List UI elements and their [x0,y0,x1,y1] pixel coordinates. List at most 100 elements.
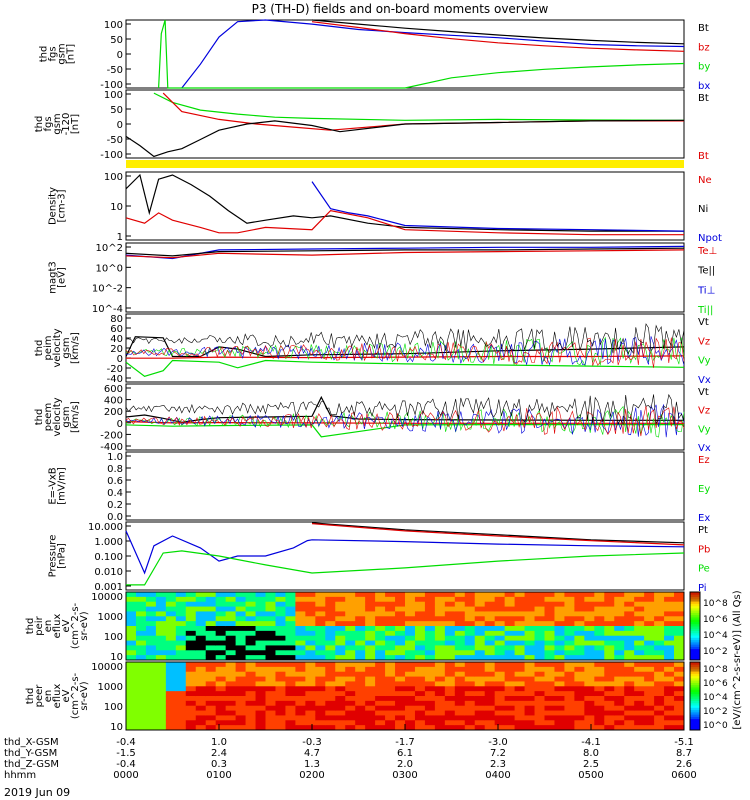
heatmap-cell [674,655,685,661]
heatmap-cell [434,630,446,637]
panel-ylabel-line: eflux [52,614,63,639]
ytick-label: 10000 [91,662,123,673]
heatmap-cell [345,592,356,598]
heatmap-cell [484,725,496,731]
heatmap-cell [385,720,396,726]
heatmap-cell [444,630,456,637]
heatmap-cell [564,710,575,716]
heatmap-cell [145,650,157,656]
heatmap-cell [434,676,446,682]
panel-ylabel-line: gsm [57,43,68,64]
heatmap-cell [444,710,456,716]
heatmap-cell [365,691,376,697]
heatmap-cell [395,700,406,707]
heatmap-cell [375,655,386,661]
heatmap-cell [265,725,276,731]
colorbar-step [690,691,700,695]
heatmap-cell [424,676,436,682]
heatmap-cell [245,671,257,678]
heatmap-cell [375,720,386,726]
colorbar-step [690,682,700,686]
heatmap-cell [375,616,386,622]
heatmap-cell [444,725,456,731]
heatmap-cell [225,725,237,731]
heatmap-cell [375,681,386,687]
colorbar-step [690,705,700,708]
heatmap-cell [325,640,336,646]
heatmap-cell [604,601,615,608]
heatmap-cell [514,626,526,632]
panel-ylabel-line: en [43,620,54,633]
heatmap-cell [524,666,536,673]
heatmap-cell [165,666,177,673]
heatmap-cell [325,676,336,682]
ytick-label: 600 [104,384,123,395]
legend-Ey: Ey [698,484,710,495]
heatmap-cell [345,676,356,682]
heatmap-cell [454,691,466,697]
heatmap-cell [126,662,137,668]
legend-Ti||: Ti|| [697,305,713,316]
colorbar-step [690,677,700,681]
heatmap-cell [454,662,466,668]
heatmap-cell [444,681,456,687]
heatmap-cell [355,650,366,656]
heatmap-cell [574,720,585,726]
series-line [125,247,685,257]
heatmap-cell [126,671,137,678]
heatmap-cell [474,681,486,687]
heatmap-cell [494,671,506,678]
heatmap-cell [534,725,545,731]
legend-Pe: Pe [698,564,710,575]
heatmap-cell [235,662,247,668]
heatmap-cell [464,606,476,612]
heatmap-cell [325,681,336,687]
heatmap-cell [295,626,306,632]
heatmap-cell [514,606,526,612]
heatmap-cell [564,630,575,637]
heatmap-cell [335,700,346,707]
heatmap-cell [474,696,486,702]
heatmap-cell [275,606,286,612]
heatmap-cell [295,671,306,678]
heatmap-cell [454,601,466,608]
heatmap-cell [564,616,575,622]
heatmap-cell [594,705,605,712]
heatmap-cell [514,601,526,608]
heatmap-cell [544,715,555,721]
heatmap-cell [484,596,496,603]
heatmap-cell [265,715,276,721]
heatmap-cell [634,676,645,682]
colorbar-step [690,641,700,645]
heatmap-cell [454,720,466,726]
heatmap-cell [474,626,486,632]
heatmap-cell [155,686,167,692]
heatmap-cell [454,611,466,617]
heatmap-cell [624,666,635,673]
heatmap-cell [634,611,645,617]
heatmap-cell [434,666,446,673]
heatmap-cell [395,640,406,646]
panel-ylabel-line: magt3 [48,261,59,294]
heatmap-cell [654,710,665,716]
heatmap-cell [365,686,376,692]
heatmap-cell [135,616,147,622]
heatmap-cell [285,725,296,731]
heatmap-cell [255,715,266,721]
heatmap-cell [305,700,316,707]
heatmap-cell [295,621,306,627]
heatmap-cell [305,630,316,637]
heatmap-cell [424,592,436,598]
heatmap-cell [494,710,506,716]
heatmap-cell [195,601,207,608]
heatmap-cell [305,592,316,598]
heatmap-cell [365,696,376,702]
heatmap-cell [265,630,276,637]
heatmap-cell [654,626,665,632]
heatmap-cell [474,611,486,617]
heatmap-cell [424,666,436,673]
heatmap-cell [225,710,237,716]
heatmap-cell [464,686,476,692]
heatmap-cell [315,626,326,632]
